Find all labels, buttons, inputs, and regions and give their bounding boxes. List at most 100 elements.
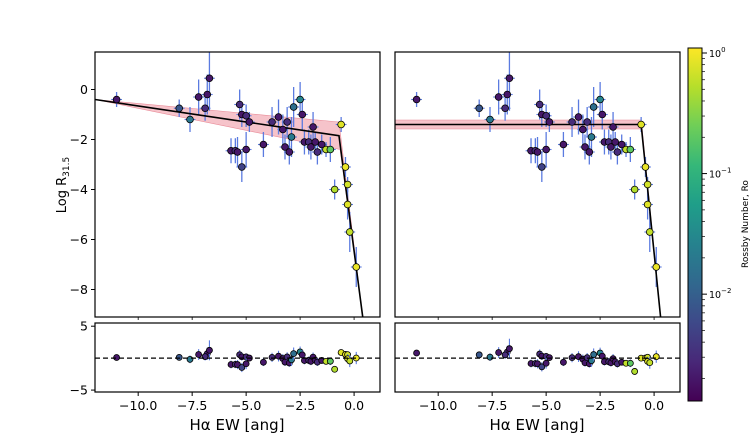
right-residual-point xyxy=(501,351,509,359)
right-main-panel xyxy=(394,51,681,318)
right-data-point xyxy=(596,95,604,104)
right-data-point xyxy=(568,118,576,126)
right-data-point xyxy=(613,148,622,156)
left-data-point xyxy=(309,123,317,131)
right-residual-point xyxy=(626,359,634,367)
right-residual-point xyxy=(590,351,598,358)
right-main-frame xyxy=(394,51,681,318)
left-residual-point xyxy=(346,357,354,365)
left-fit-band xyxy=(95,99,373,317)
right-data-point xyxy=(581,143,589,151)
right-data-point xyxy=(585,148,594,156)
left-residual-yticks: 5 −5 xyxy=(70,319,95,398)
colorbar-tick-label: 100 xyxy=(709,46,726,60)
right-data-point xyxy=(542,111,550,120)
left-data-point xyxy=(345,228,354,236)
left-residual-point xyxy=(238,364,246,371)
left-residual-point xyxy=(260,358,267,366)
left-data-point xyxy=(112,95,121,104)
left-residual-frame xyxy=(94,322,381,393)
left-xtick-label: −5.0 xyxy=(231,398,261,413)
right-residual-point xyxy=(475,351,483,359)
left-ytick-label: −4 xyxy=(70,182,88,197)
left-data-point xyxy=(298,110,307,119)
left-ytick-label: −6 xyxy=(70,232,88,247)
left-data-point xyxy=(201,104,209,113)
left-data-point xyxy=(296,95,304,104)
right-data-point xyxy=(598,110,607,119)
right-residual-points xyxy=(395,338,680,375)
colorbar-label: Rossby Number, Ro xyxy=(741,180,751,268)
left-main-frame xyxy=(94,51,381,318)
left-data-point xyxy=(279,125,287,134)
left-fit-band-layer xyxy=(95,99,373,317)
left-ylabel-main: Log R xyxy=(55,177,70,213)
left-data-point xyxy=(194,93,203,101)
right-data-point xyxy=(486,115,494,124)
left-residual-point xyxy=(175,353,183,361)
right-residual-point xyxy=(538,363,546,371)
left-ytick-layer: 0 −2 −4 −6 −8 xyxy=(70,82,95,297)
left-data-point xyxy=(352,263,361,271)
right-data-point xyxy=(538,163,546,171)
right-xlabel: Hα EW [ang] xyxy=(490,416,585,434)
right-data-point xyxy=(559,140,568,149)
right-point-layer xyxy=(412,74,661,271)
left-data-point xyxy=(242,145,250,154)
left-data-point xyxy=(341,163,350,171)
left-data-point xyxy=(343,200,352,209)
left-data-point xyxy=(281,143,289,151)
left-errorbar-layer xyxy=(111,52,362,287)
right-residual-frame xyxy=(394,322,681,393)
left-residual-point xyxy=(331,365,339,373)
colorbar-tick-exponent: −2 xyxy=(721,287,731,295)
left-data-point xyxy=(317,140,326,149)
left-data-point xyxy=(307,143,315,151)
left-data-point xyxy=(285,148,294,156)
left-data-point xyxy=(343,180,352,189)
colorbar-tick-exponent: −1 xyxy=(721,167,731,175)
right-data-point xyxy=(505,74,514,83)
right-data-point xyxy=(412,95,421,104)
right-xtick-label: 0.0 xyxy=(644,398,664,413)
left-ytick-label: −8 xyxy=(70,282,88,297)
right-residual-point xyxy=(542,359,550,367)
left-ylabel: Log R31.5 xyxy=(55,157,72,213)
colorbar-tick-base: 10 xyxy=(709,49,721,60)
left-data-point xyxy=(311,138,320,146)
left-residual-point xyxy=(268,353,276,361)
left-data-point xyxy=(326,145,335,154)
right-xtick-layer: −10.0 −7.5 −5.0 −2.5 0.0 xyxy=(419,317,664,413)
left-data-point xyxy=(233,148,242,156)
left-data-point xyxy=(268,118,276,126)
right-residual-point xyxy=(486,353,494,361)
colorbar-gradient xyxy=(687,47,703,402)
left-residual-point xyxy=(326,357,334,365)
right-xtick-label: −7.5 xyxy=(477,398,507,413)
left-data-point xyxy=(245,118,254,126)
right-xtick-label: −10.0 xyxy=(419,398,457,413)
right-data-point xyxy=(501,104,509,113)
right-residual-point xyxy=(631,368,639,375)
right-residual-point xyxy=(495,349,503,356)
right-data-point xyxy=(475,104,484,113)
right-data-point xyxy=(630,185,639,194)
left-ytick-label: −2 xyxy=(70,132,88,147)
left-data-point xyxy=(337,120,345,129)
left-data-point xyxy=(203,90,212,99)
colorbar-tick-base: 10 xyxy=(709,290,721,301)
right-data-point xyxy=(643,180,652,189)
left-data-point xyxy=(313,148,322,156)
right-residual-point xyxy=(646,359,654,367)
left-data-point xyxy=(330,185,339,194)
right-data-point xyxy=(535,100,544,109)
right-data-point xyxy=(545,118,554,126)
right-xtick-label: −5.0 xyxy=(531,398,561,413)
left-residual-point xyxy=(195,351,203,358)
left-data-point xyxy=(186,115,194,124)
right-data-point xyxy=(611,138,620,146)
left-data-point xyxy=(235,100,244,109)
left-data-point xyxy=(205,74,214,83)
